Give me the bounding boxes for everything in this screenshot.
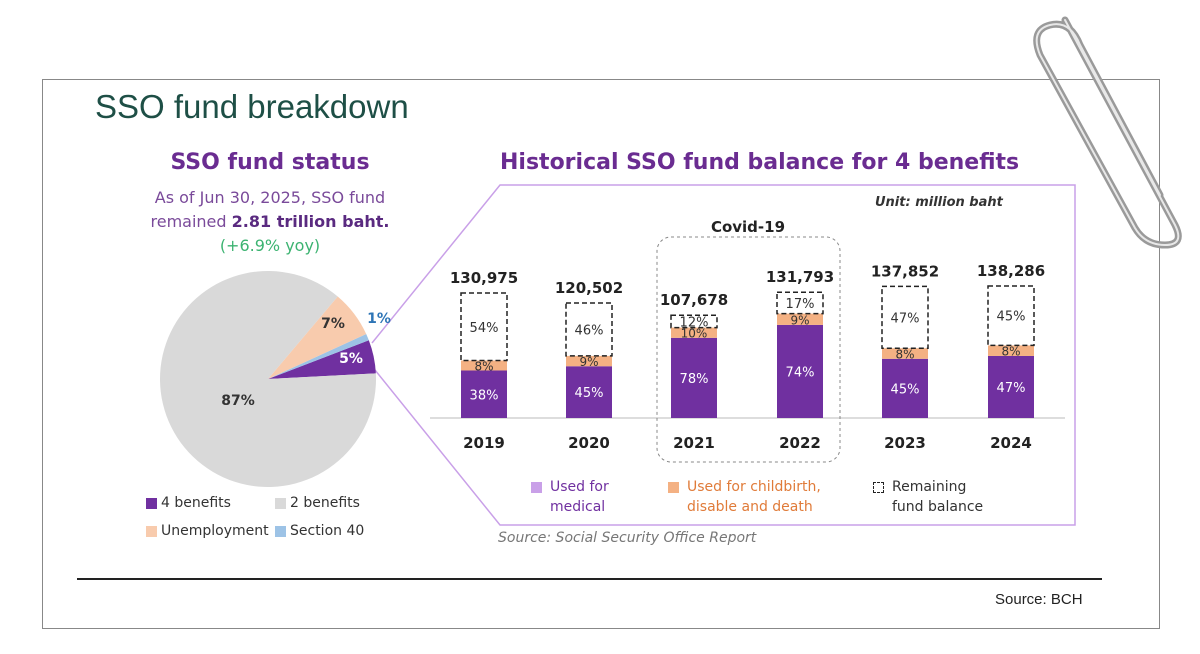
page-title: SSO fund breakdown <box>95 88 409 125</box>
bar-segment-label: 17% <box>786 297 815 312</box>
legend-4-benefits: 4 benefits <box>146 495 231 511</box>
bar-total-label: 130,975 <box>450 269 518 287</box>
covid-label: Covid-19 <box>711 218 785 236</box>
bar-segment-label: 12% <box>680 315 709 330</box>
chart-source: Source: Social Security Office Report <box>498 530 757 546</box>
bar-segment-remaining <box>987 285 1035 347</box>
bar-segment-label: 38% <box>470 388 499 403</box>
bar-segment-label: 9% <box>790 313 809 327</box>
x-tick-label: 2023 <box>884 434 926 452</box>
pie-label: 7% <box>321 316 345 332</box>
bar-segment-label: 8% <box>474 360 493 374</box>
x-tick-label: 2022 <box>779 434 821 452</box>
legend-swatch <box>146 497 157 509</box>
legend-label: Section 40 <box>290 523 365 539</box>
bar-segment-label: 54% <box>470 321 499 336</box>
x-tick-label: 2020 <box>568 434 610 452</box>
legend-swatch <box>531 482 542 493</box>
legend-label: 4 benefits <box>161 495 231 511</box>
unit-label: Unit: million baht <box>875 195 1003 210</box>
divider <box>77 578 1102 580</box>
pie-label: 87% <box>221 393 255 409</box>
bar-total-label: 138,286 <box>977 262 1045 280</box>
bar-segment-label: 47% <box>891 311 920 326</box>
bar-total-label: 120,502 <box>555 279 623 297</box>
bar-segment-remaining <box>565 302 613 357</box>
pie-slice <box>268 340 376 379</box>
bar-total-label: 137,852 <box>871 262 939 280</box>
pie-subtitle: As of Jun 30, 2025, SSO fund remained 2.… <box>120 186 420 258</box>
pie-yoy: (+6.9% yoy) <box>219 236 321 255</box>
bar-total-label: 131,793 <box>766 268 834 286</box>
bar-segment-label: 45% <box>891 382 920 397</box>
bar-segment-medical <box>566 366 612 418</box>
bar-segment-label: 45% <box>997 310 1026 325</box>
bar-segment-label: 8% <box>1001 345 1020 359</box>
bar-segment-label: 78% <box>680 372 709 387</box>
legend-swatch <box>873 482 884 493</box>
bar-segment-medical <box>671 337 717 418</box>
legend-childbirth: Used for childbirth, disable and death <box>668 477 847 517</box>
bar-segment-childbirth <box>988 345 1034 356</box>
legend-section-40: Section 40 <box>275 523 364 539</box>
legend-label: Used for medical <box>550 479 609 515</box>
legend-2-benefits: 2 benefits <box>275 495 360 511</box>
bar-segment-childbirth <box>671 327 717 338</box>
bar-segment-medical <box>777 324 823 418</box>
bar-total-label: 107,678 <box>660 291 728 309</box>
bar-segment-label: 47% <box>997 381 1026 396</box>
pie-label: 1% <box>367 311 391 327</box>
legend-swatch <box>275 525 286 537</box>
bar-segment-remaining <box>881 285 929 350</box>
pie-slice <box>160 271 376 488</box>
bar-segment-label: 45% <box>575 386 604 401</box>
bar-segment-label: 9% <box>579 355 598 369</box>
legend-remaining: Remaining fund balance <box>873 477 1002 517</box>
bar-segment-remaining <box>670 314 718 329</box>
bar-segment-childbirth <box>777 313 823 325</box>
bar-segment-label: 10% <box>681 327 708 341</box>
legend-swatch <box>146 525 157 537</box>
bar-segment-medical <box>988 355 1034 418</box>
pie-label: 5% <box>339 351 363 367</box>
legend-label: Remaining fund balance <box>892 479 984 515</box>
pie-subtitle-text: As of Jun 30, 2025, SSO fund remained <box>150 188 386 231</box>
bar-segment-childbirth <box>461 360 507 371</box>
bar-segment-remaining <box>460 292 508 362</box>
paperclip-icon <box>1033 16 1182 249</box>
bar-segment-label: 46% <box>575 323 604 338</box>
zoom-frame <box>371 184 1076 526</box>
source-bch: Source: BCH <box>995 591 1083 608</box>
bar-chart-title: Historical SSO fund balance for 4 benefi… <box>500 150 1020 175</box>
bar-segment-medical <box>461 370 507 418</box>
legend-unemployment: Unemployment <box>146 523 269 539</box>
legend-label: Used for childbirth, disable and death <box>687 479 821 515</box>
legend-label: 2 benefits <box>290 495 360 511</box>
x-tick-label: 2021 <box>673 434 715 452</box>
bar-segment-childbirth <box>882 348 928 359</box>
legend-swatch <box>275 497 286 509</box>
bar-segment-label: 8% <box>895 348 914 362</box>
bar-segment-childbirth <box>566 355 612 367</box>
legend-label: Unemployment <box>161 523 269 539</box>
pie-title: SSO fund status <box>170 150 370 175</box>
legend-swatch <box>668 482 679 493</box>
pie-slice <box>268 334 369 379</box>
legend-medical: Used for medical <box>531 477 630 517</box>
bar-segment-remaining <box>776 291 824 315</box>
pie-subtitle-amount: 2.81 trillion baht. <box>231 212 390 231</box>
x-tick-label: 2024 <box>990 434 1032 452</box>
bar-segment-label: 74% <box>786 365 815 380</box>
x-tick-label: 2019 <box>463 434 505 452</box>
pie-slice <box>268 296 367 379</box>
bar-segment-medical <box>882 358 928 418</box>
